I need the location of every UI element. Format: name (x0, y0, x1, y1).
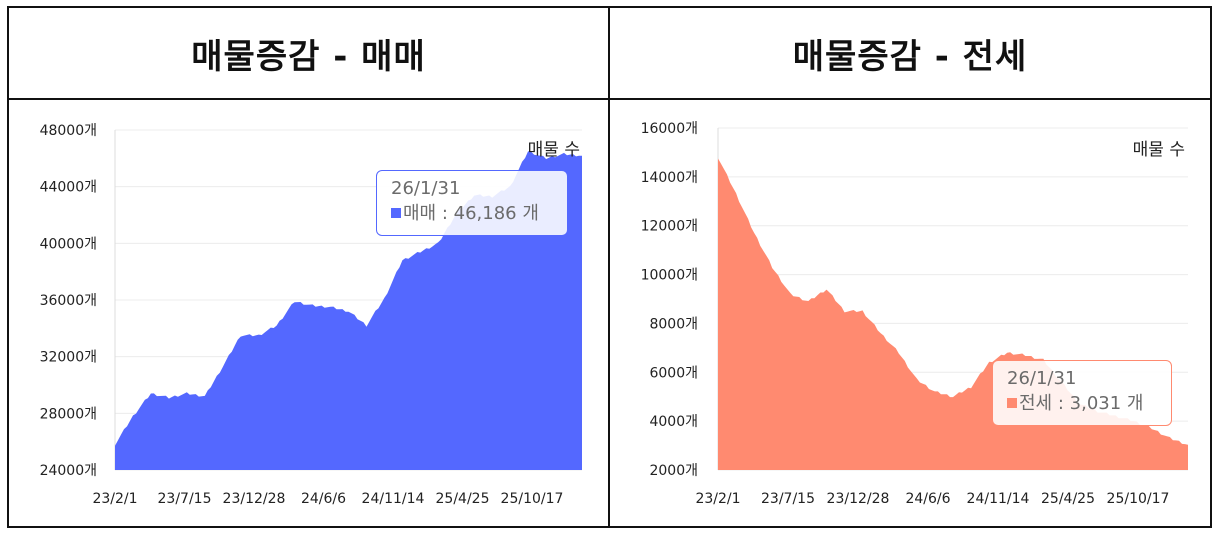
tooltip-row: 매매 : 46,186 개 (391, 201, 553, 227)
jeonse-chart-area: 16000개 14000개 12000개 10000개 8000개 6000개 4000개 2… (610, 100, 1210, 526)
y-tick-label: 36000개 (40, 293, 97, 309)
y-tick-label: 24000개 (40, 463, 97, 479)
panel-title: 매물증감 - 전세 (792, 36, 1028, 77)
jeonse-chart[interactable]: 16000개 14000개 12000개 10000개 8000개 6000개 4000개 2… (610, 100, 1210, 528)
chart-tooltip: 26/1/31 전세 : 3,031 개 (992, 360, 1172, 426)
x-tick-label: 23/7/15 (761, 491, 815, 507)
tooltip-label: 전세 (1019, 393, 1053, 414)
x-tick-label: 25/10/17 (1107, 491, 1170, 507)
x-tick-label: 23/2/1 (695, 491, 740, 507)
series-swatch-icon (1007, 398, 1017, 408)
y-tick-label: 12000개 (641, 219, 698, 235)
x-tick-label: 24/6/6 (905, 491, 950, 507)
sale-listings-panel: 매물증감 - 매매 48000개 44000개 40000개 36000개 32000개… (7, 6, 610, 528)
y-tick-label: 8000개 (649, 316, 698, 332)
x-tick-label: 24/6/6 (301, 491, 346, 507)
y-tick-label: 28000개 (40, 406, 97, 422)
sale-chart-area: 48000개 44000개 40000개 36000개 32000개 28000개 2400… (9, 100, 608, 526)
sale-chart[interactable]: 48000개 44000개 40000개 36000개 32000개 28000개 2400… (9, 100, 608, 528)
series-label: 매물 수 (528, 140, 580, 160)
y-tick-label: 48000개 (40, 123, 97, 139)
y-tick-label: 10000개 (641, 268, 698, 284)
x-tick-label: 25/4/25 (436, 491, 490, 507)
x-tick-label: 23/7/15 (158, 491, 212, 507)
tooltip-date: 26/1/31 (1007, 368, 1077, 389)
y-tick-label: 14000개 (641, 170, 698, 186)
tooltip-value: 3,031 개 (1069, 393, 1144, 414)
y-tick-label: 40000개 (40, 236, 97, 252)
panel-title: 매물증감 - 매매 (191, 36, 426, 77)
x-tick-label: 23/12/28 (827, 491, 890, 507)
y-tick-label: 6000개 (649, 365, 698, 381)
series-area[interactable] (718, 158, 1188, 471)
tooltip-label: 매매 (403, 203, 437, 224)
y-tick-label: 4000개 (649, 414, 698, 430)
panel-header: 매물증감 - 매매 (9, 8, 608, 100)
x-tick-label: 24/11/14 (362, 491, 425, 507)
tooltip-date: 26/1/31 (391, 178, 461, 199)
jeonse-listings-panel: 매물증감 - 전세 16000개 14000개 12000개 10000개 8000개 6… (608, 6, 1212, 528)
y-tick-label: 2000개 (649, 463, 698, 479)
panel-header: 매물증감 - 전세 (610, 8, 1210, 100)
x-tick-label: 23/2/1 (92, 491, 137, 507)
series-label: 매물 수 (1133, 140, 1185, 160)
x-tick-label: 25/10/17 (501, 491, 564, 507)
chart-tooltip: 26/1/31 매매 : 46,186 개 (376, 170, 568, 236)
tooltip-row: 전세 : 3,031 개 (1007, 391, 1157, 417)
tooltip-value: 46,186 개 (453, 203, 539, 224)
series-swatch-icon (391, 208, 401, 218)
x-tick-label: 25/4/25 (1041, 491, 1095, 507)
x-tick-label: 23/12/28 (223, 491, 286, 507)
y-tick-label: 44000개 (40, 180, 97, 196)
y-tick-label: 16000개 (641, 121, 698, 137)
y-tick-label: 32000개 (40, 350, 97, 366)
x-tick-label: 24/11/14 (967, 491, 1030, 507)
